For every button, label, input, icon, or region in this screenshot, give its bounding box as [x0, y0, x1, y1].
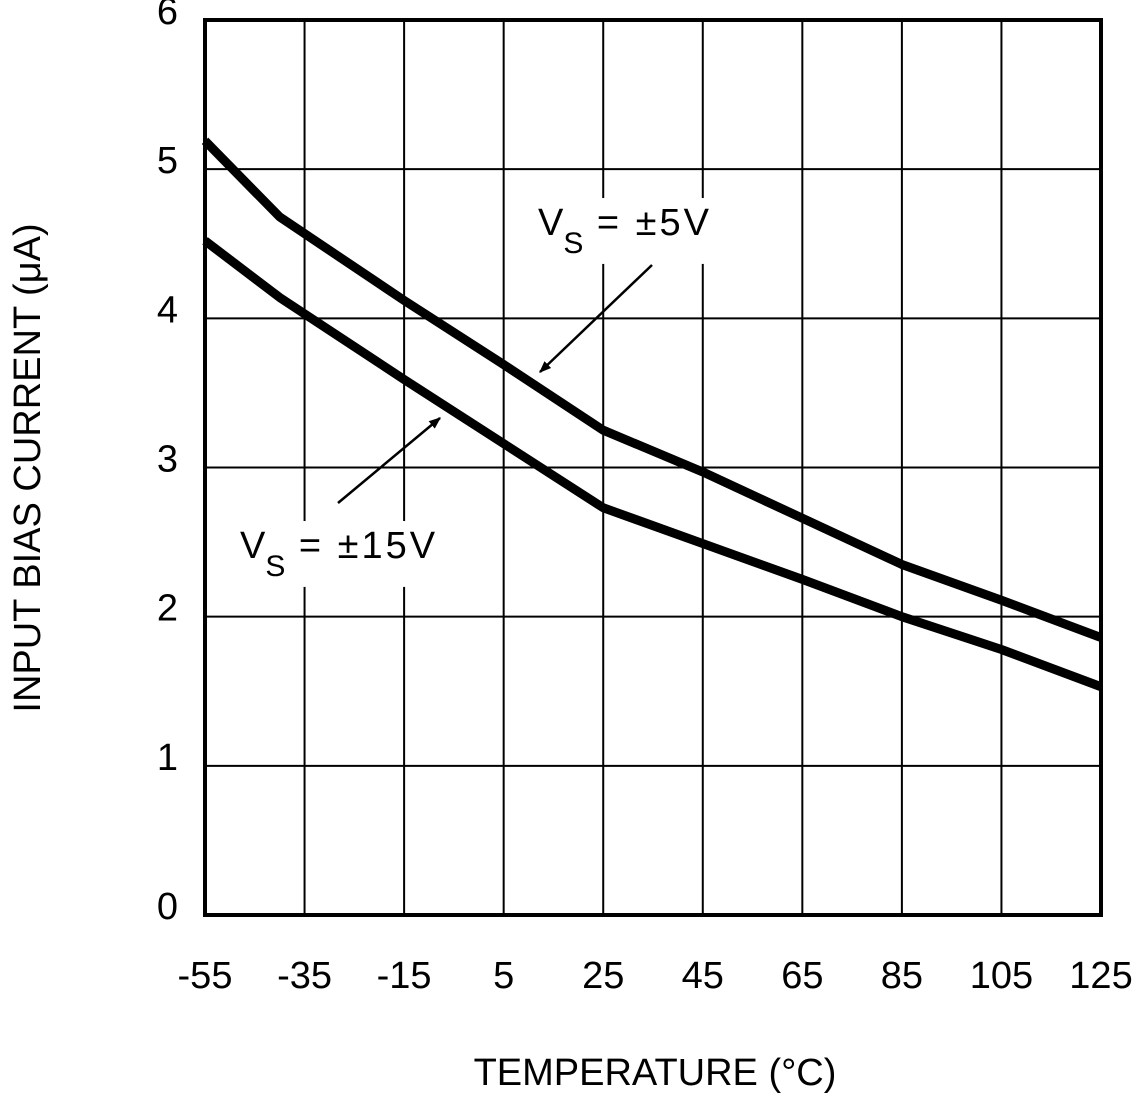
annotation-rest: = ±5V: [583, 202, 712, 244]
y-tick-label: 5: [157, 140, 178, 182]
x-tick-label: 25: [582, 955, 624, 997]
annotation-text: V: [240, 525, 266, 567]
x-tick-label: -15: [377, 955, 432, 997]
y-tick-label: 3: [157, 439, 178, 481]
plot-frame: [203, 18, 1103, 917]
annotation: VS = ±5V: [538, 202, 712, 260]
annotation-rest: = ±15V: [285, 525, 438, 567]
x-tick-label: -55: [178, 955, 233, 997]
x-axis-title: TEMPERATURE (°C): [474, 1052, 837, 1094]
data-line: [202, 237, 1103, 691]
annotation-bg: [532, 198, 719, 264]
annotation-bg: [234, 521, 445, 587]
y-tick-label: 1: [157, 737, 178, 779]
x-tick-label: 105: [970, 955, 1033, 997]
annotation-sub: S: [563, 227, 583, 260]
y-tick-label: 6: [157, 0, 178, 33]
annotation-text: V: [538, 202, 564, 244]
y-tick-label: 2: [157, 588, 178, 630]
x-tick-label: 45: [682, 955, 724, 997]
x-tick-label: 125: [1069, 955, 1132, 997]
data-line: [201, 137, 1103, 642]
x-tick-label: 85: [881, 955, 923, 997]
y-axis-title: INPUT BIAS CURRENT (μA): [7, 223, 49, 712]
x-tick-label: 5: [493, 955, 514, 997]
x-tick-label: 65: [781, 955, 823, 997]
annotation-arrow: [337, 417, 441, 504]
annotation-arrow: [539, 264, 653, 373]
y-tick-label: 0: [157, 886, 178, 928]
x-tick-label: -35: [277, 955, 332, 997]
y-tick-label: 4: [157, 289, 178, 331]
annotation-sub: S: [265, 550, 285, 583]
annotation: VS = ±15V: [240, 525, 438, 583]
